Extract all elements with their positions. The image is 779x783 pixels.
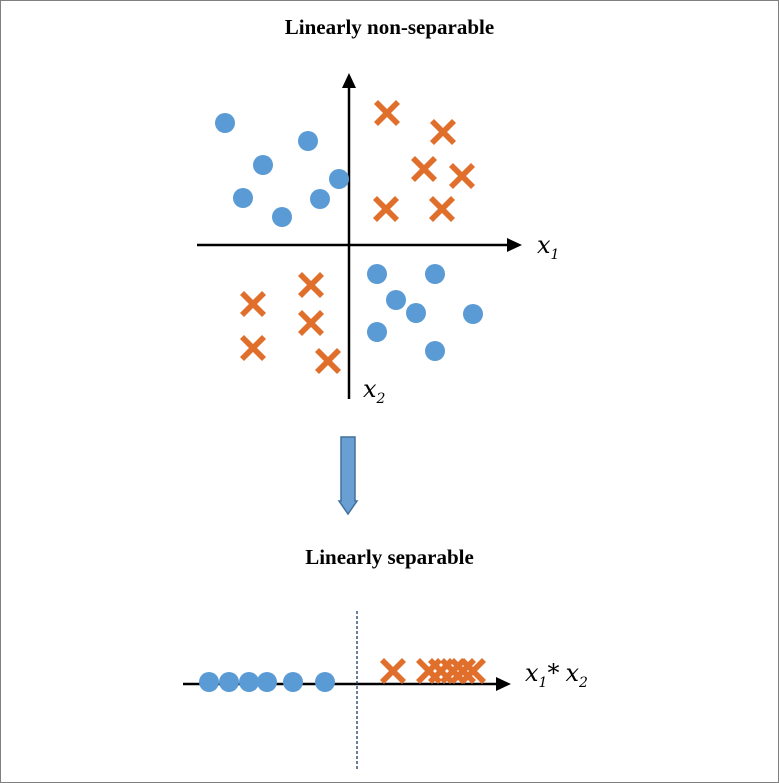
x2-axis-label: x2 [363, 375, 386, 407]
cross-point [240, 291, 266, 317]
circle-point [315, 672, 335, 692]
x1-axis-arrowhead [507, 238, 522, 252]
circle-point [463, 304, 483, 324]
cross-point [315, 348, 341, 374]
x1-axis-label: x1 [537, 231, 559, 263]
circle-point [310, 189, 330, 209]
circle-point [298, 131, 318, 151]
top-axes [197, 73, 522, 399]
cross-point [430, 119, 456, 145]
cross-point [374, 100, 400, 126]
cross-point [380, 658, 406, 684]
cross-point [411, 156, 437, 182]
cross-point [373, 196, 399, 222]
cross-point [429, 196, 455, 222]
top-cross-points [240, 100, 475, 374]
circle-point [367, 322, 387, 342]
circle-point [406, 303, 426, 323]
circle-point [386, 290, 406, 310]
cross-point [449, 163, 475, 189]
bottom-cross-points [380, 658, 486, 684]
top-circle-points [215, 113, 483, 361]
cross-point [240, 335, 266, 361]
circle-point [219, 672, 239, 692]
circle-point [233, 188, 253, 208]
circle-point [257, 672, 277, 692]
cross-point [298, 272, 324, 298]
x2-axis-arrowhead [342, 73, 356, 88]
circle-point [253, 155, 273, 175]
circle-point [283, 672, 303, 692]
circle-point [367, 264, 387, 284]
circle-point [199, 672, 219, 692]
cross-point [298, 310, 324, 336]
bottom-circle-points [199, 672, 335, 692]
product-axis-label: x1* x2 [525, 659, 588, 691]
circle-point [329, 169, 349, 189]
circle-point [215, 113, 235, 133]
circle-point [239, 672, 259, 692]
circle-point [425, 264, 445, 284]
down-arrow-icon [337, 436, 359, 516]
title-linearly-separable: Linearly separable [305, 545, 474, 569]
product-axis-arrowhead [496, 677, 511, 691]
circle-point [272, 207, 292, 227]
circle-point [425, 341, 445, 361]
title-linearly-non-separable: Linearly non-separable [284, 15, 495, 39]
